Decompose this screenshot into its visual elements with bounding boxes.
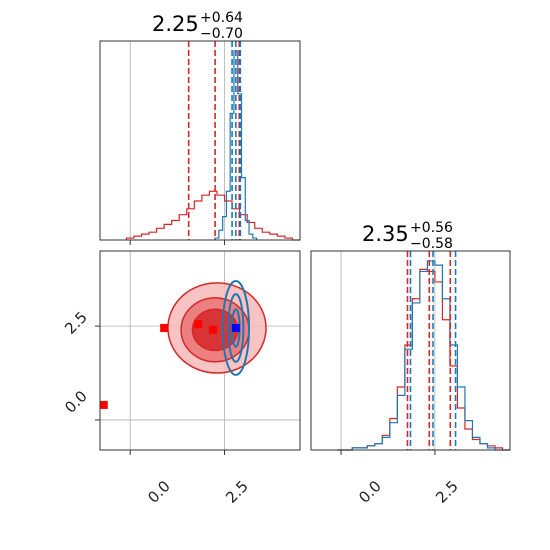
panel-hist-x1 <box>310 250 511 455</box>
title-x1-sub: −0.58 <box>410 236 453 252</box>
marker-red <box>104 472 112 480</box>
x0-tick-0: 0.0 <box>144 477 174 507</box>
hist-x1-frame <box>310 250 511 451</box>
hist-x0-red <box>125 190 300 241</box>
title-x0: 2.25 +0.64 −0.70 <box>152 10 243 42</box>
y1-tick-0: 0.0 <box>61 387 91 417</box>
x0-tick-1: 2.5 <box>222 477 252 507</box>
y1-tick-1: 2.5 <box>61 308 91 338</box>
title-x0-sub: −0.70 <box>200 26 243 42</box>
x1-tick-1: 2.5 <box>432 477 462 507</box>
hist-x1-blue <box>337 260 510 451</box>
marker-red <box>160 323 169 332</box>
title-x1-sup: +0.56 <box>410 220 453 236</box>
blue-contour <box>227 293 245 363</box>
marker-red <box>100 400 108 409</box>
title-x1-value: 2.35 <box>362 222 409 246</box>
blue-contour <box>221 280 251 376</box>
joint-frame <box>99 250 301 451</box>
joint-content <box>100 280 267 480</box>
panel-joint <box>95 250 301 480</box>
x1-tick-0: 0.0 <box>355 477 385 507</box>
hist-x1-red <box>337 268 510 451</box>
marker-blue <box>231 323 240 332</box>
hist-x0-frame <box>99 40 301 241</box>
title-x0-sup: +0.64 <box>200 10 243 26</box>
title-x1: 2.35 +0.56 −0.58 <box>362 220 453 252</box>
panel-hist-x0 <box>99 40 301 245</box>
marker-red <box>194 320 203 329</box>
marker-red <box>209 325 218 334</box>
title-x0-value: 2.25 <box>152 12 199 36</box>
